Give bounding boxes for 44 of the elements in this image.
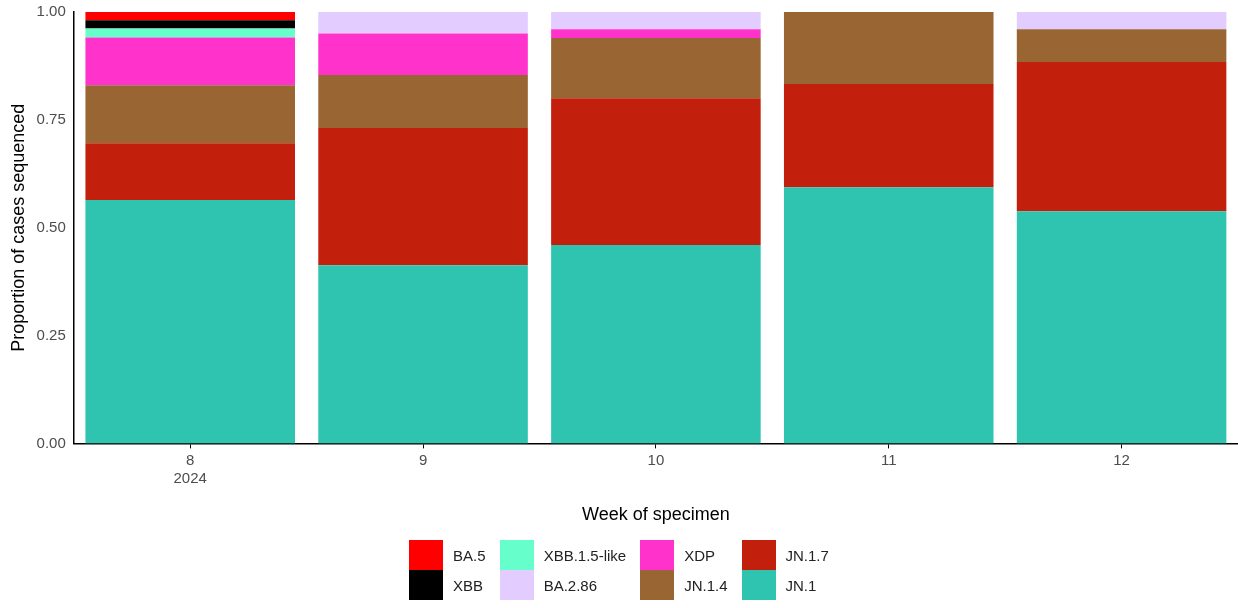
- bar: [85, 37, 295, 86]
- bar: [551, 244, 761, 444]
- y-axis-title: Proportion of cases sequenced: [7, 103, 28, 352]
- y-tick-label: 1.00: [36, 2, 66, 20]
- bar: [783, 187, 994, 444]
- bar: [551, 12, 761, 30]
- legend-label: XBB: [453, 576, 484, 594]
- legend-label: BA.2.86: [543, 576, 597, 594]
- x-tick-label: 11: [880, 450, 897, 468]
- bar: [783, 84, 994, 188]
- legend-label: BA.5: [453, 546, 486, 564]
- legend-label: JN.1.4: [684, 576, 728, 594]
- x-tick-label: 8 2024: [173, 450, 207, 486]
- bar: [318, 12, 528, 34]
- bar: [318, 265, 528, 444]
- bar: [85, 200, 295, 444]
- y-tick-label: 0.00: [36, 433, 66, 451]
- legend-label: JN.1.7: [785, 546, 829, 564]
- bar: [551, 98, 761, 245]
- bar: [783, 12, 994, 85]
- y-tick-label: 0.75: [36, 109, 66, 127]
- x-tick-label: 9: [418, 450, 428, 468]
- bar: [85, 20, 295, 29]
- bar: [1016, 12, 1227, 30]
- legend-label: XBB.1.5-like: [543, 546, 627, 564]
- bar: [551, 37, 761, 99]
- bar: [1016, 62, 1227, 212]
- y-tick-label: 0.25: [36, 325, 66, 343]
- bar: [1016, 211, 1227, 444]
- bar: [85, 28, 295, 38]
- bar: [85, 12, 295, 21]
- y-tick-label: 0.50: [36, 217, 66, 235]
- bar: [1016, 29, 1227, 63]
- bar: [318, 33, 528, 75]
- legend-label: JN.1: [785, 576, 817, 594]
- bar: [85, 85, 295, 144]
- x-tick-label: 12: [1113, 450, 1130, 468]
- x-tick-label: 10: [647, 450, 665, 468]
- bar: [85, 143, 295, 201]
- bar: [318, 128, 528, 266]
- x-axis-title: Week of specimen: [582, 504, 730, 525]
- bar: [551, 29, 761, 38]
- legend-label: XDP: [684, 546, 716, 564]
- bar: [318, 74, 528, 129]
